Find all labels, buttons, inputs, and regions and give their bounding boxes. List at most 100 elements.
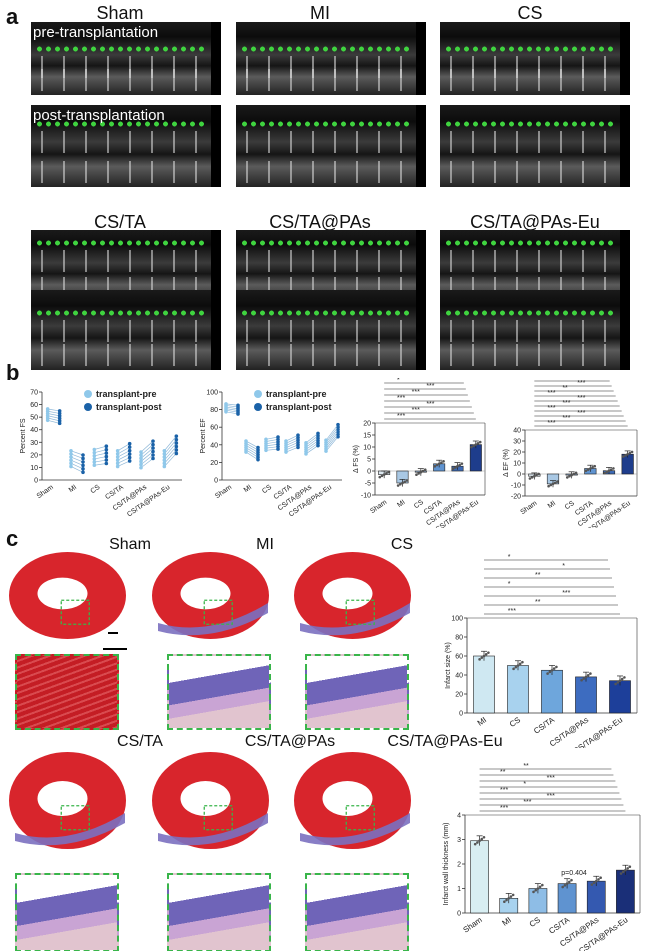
pair-line	[47, 417, 60, 422]
pre-point	[92, 463, 97, 468]
pair-line	[265, 439, 279, 442]
post-point	[316, 431, 320, 436]
data-point	[470, 445, 473, 449]
pre-point	[69, 461, 73, 466]
data-point	[456, 464, 459, 468]
significance-label: ***	[562, 415, 570, 422]
significance-label: ***	[547, 793, 555, 800]
y-tick-label: 4	[457, 813, 461, 820]
pre-point	[115, 448, 120, 453]
data-point	[530, 476, 534, 479]
histo-title-cs-ta-pas-eu: CS/TA@PAs-Eu	[387, 733, 503, 750]
x-tick-label: Sham	[214, 484, 233, 500]
significance-label: ***	[397, 413, 405, 420]
post-point	[57, 409, 62, 413]
y-tick-label: 30	[30, 440, 38, 447]
x-tick-label: Sham	[519, 500, 538, 516]
pair-line	[325, 434, 339, 450]
legend-label-post: transplant-post	[96, 402, 162, 412]
zoom-inset-image	[167, 873, 271, 951]
significance-label: ***	[577, 410, 585, 417]
wall-motion-trace	[440, 250, 620, 272]
wall-motion-trace	[236, 131, 416, 153]
pre-point	[92, 447, 97, 452]
data-point	[478, 440, 482, 444]
data-point	[396, 484, 400, 487]
pre-point	[92, 460, 97, 464]
data-point	[591, 466, 594, 469]
post-point	[151, 439, 155, 443]
data-point	[568, 474, 571, 478]
significance-label: *	[562, 563, 565, 570]
pre-point	[162, 452, 167, 456]
significance-label: ***	[412, 389, 420, 396]
y-axis-label: Percent FS	[20, 418, 27, 453]
pre-point	[162, 461, 167, 466]
depth-scale	[416, 105, 426, 187]
post-point	[104, 444, 109, 449]
wall-motion-trace	[236, 344, 416, 366]
pre-point	[139, 459, 143, 464]
significance-label: ***	[523, 799, 531, 806]
pre-point	[69, 448, 73, 453]
data-point	[511, 893, 515, 897]
data-point	[609, 468, 613, 471]
data-point	[621, 455, 625, 458]
data-point	[538, 885, 542, 889]
pre-point	[244, 439, 248, 443]
data-point	[516, 664, 520, 667]
data-point	[454, 466, 457, 469]
y-tick-label: 20	[513, 450, 521, 457]
pre-point	[324, 438, 328, 442]
y-axis-label: Percent EF	[200, 418, 207, 453]
tracking-dots	[444, 46, 616, 52]
wall-motion-trace	[31, 250, 211, 272]
post-point	[127, 455, 132, 460]
data-point	[552, 667, 556, 670]
pair-line	[245, 440, 259, 448]
pair-line	[47, 413, 60, 417]
pair-line	[47, 408, 60, 412]
x-tick-label: CS	[528, 915, 542, 929]
legend-label-pre: transplant-pre	[266, 389, 327, 399]
post-transplantation-label: post-transplantation	[33, 107, 165, 124]
pair-line	[245, 451, 259, 460]
pair-line	[70, 453, 84, 459]
y-tick-label: 1	[457, 886, 461, 893]
wall-motion-trace	[31, 161, 211, 183]
pre-point	[69, 464, 73, 469]
data-point	[458, 463, 461, 467]
data-point	[626, 452, 629, 456]
data-point	[548, 670, 552, 674]
pair-line	[285, 447, 299, 453]
data-point	[563, 884, 567, 887]
pair-line	[305, 445, 319, 455]
significance-label: ***	[577, 395, 585, 402]
tracking-dots	[240, 310, 412, 316]
pair-line	[265, 436, 279, 440]
y-tick-label: 30	[513, 439, 521, 446]
data-point	[437, 462, 441, 466]
pair-line	[164, 435, 177, 451]
pair-line	[140, 451, 154, 462]
pair-line	[245, 442, 259, 451]
y-tick-label: 10	[363, 445, 371, 452]
x-tick-label: CS/TA	[532, 715, 557, 736]
post-point	[127, 459, 132, 463]
x-tick-label: MI	[243, 484, 253, 494]
data-point	[565, 882, 569, 885]
y-tick-label: 70	[30, 390, 38, 397]
post-point	[104, 454, 109, 459]
x-tick-label: CS	[413, 499, 425, 511]
data-point	[512, 667, 515, 671]
pre-point	[162, 464, 167, 469]
y-tick-label: 40	[210, 442, 218, 449]
pair-line	[117, 443, 130, 452]
y-tick-label: 50	[30, 415, 38, 422]
post-point	[81, 463, 85, 468]
wall-motion-trace	[440, 344, 620, 366]
pre-point	[139, 453, 143, 457]
echo-image	[236, 22, 426, 95]
tracking-dots	[240, 121, 412, 127]
data-point	[574, 471, 578, 475]
